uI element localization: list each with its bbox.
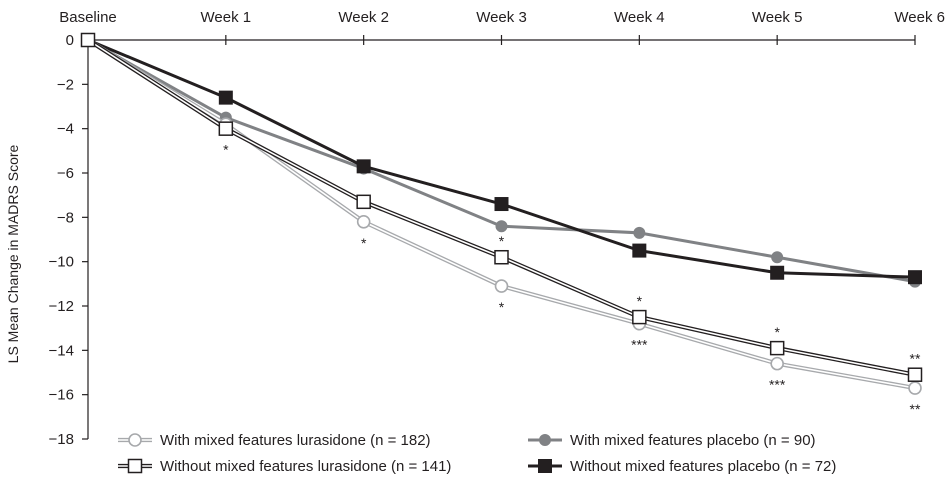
y-tick-label: −2 xyxy=(57,76,74,93)
data-point xyxy=(769,340,785,356)
x-tick-label: Week 3 xyxy=(476,9,527,26)
data-point xyxy=(908,270,922,285)
x-tick-label: Week 5 xyxy=(752,9,803,26)
series-0 xyxy=(81,33,922,395)
data-point xyxy=(494,249,509,265)
legend-label: With mixed features placebo (n = 90) xyxy=(570,432,816,449)
significance-label: * xyxy=(223,142,229,158)
x-tick-label: Baseline xyxy=(59,9,117,26)
data-point xyxy=(494,279,509,293)
y-tick-label: 0 xyxy=(66,32,74,49)
legend-label: Without mixed features lurasidone (n = 1… xyxy=(160,458,451,475)
data-point xyxy=(907,367,923,382)
top-axis: Baseline Week 1 Week 2 Week 3 Week 4 Week 5 We… xyxy=(59,9,945,45)
y-tick-label: −14 xyxy=(49,342,74,359)
y-tick-label: −16 xyxy=(49,387,74,404)
legend-label: Without mixed features placebo (n = 72) xyxy=(570,458,836,475)
significance-label: * xyxy=(499,299,505,315)
legend-item-3: Without mixed features placebo (n = 72) xyxy=(528,458,836,475)
significance-label: * xyxy=(361,235,367,251)
series-2 xyxy=(80,32,923,382)
legend-item-1: With mixed features placebo (n = 90) xyxy=(528,432,816,449)
legend-item-2: Without mixed features lurasidone (n = 1… xyxy=(118,458,451,475)
legend: With mixed features lurasidone (n = 182)… xyxy=(118,432,836,475)
data-point xyxy=(632,309,647,325)
data-point xyxy=(633,226,646,239)
x-tick-label: Week 4 xyxy=(614,9,665,26)
data-point xyxy=(356,159,371,174)
legend-swatch-marker xyxy=(128,433,142,447)
data-point xyxy=(494,197,509,212)
significance-label: * xyxy=(774,324,780,340)
x-tick-label: Week 1 xyxy=(201,9,252,26)
data-point xyxy=(770,265,785,280)
series-layer xyxy=(80,32,923,395)
y-tick-label: −8 xyxy=(57,209,74,226)
series-3 xyxy=(81,33,922,285)
significance-label: *** xyxy=(769,377,786,393)
y-tick-label: −10 xyxy=(49,254,74,271)
legend-swatch-marker xyxy=(127,458,143,474)
data-point xyxy=(632,243,647,258)
y-tick-label: −18 xyxy=(49,431,74,448)
y-tick-label: −4 xyxy=(57,121,74,138)
y-axis-title: LS Mean Change in MADRS Score xyxy=(5,144,21,363)
data-point xyxy=(771,251,784,264)
y-tick-label: −12 xyxy=(49,298,74,315)
data-point xyxy=(80,32,96,48)
legend-label: With mixed features lurasidone (n = 182) xyxy=(160,432,431,449)
legend-swatch-marker xyxy=(538,459,552,473)
data-point xyxy=(770,356,784,371)
significance-label: ** xyxy=(910,401,921,417)
x-tick-label: Week 6 xyxy=(894,9,945,26)
significance-label: *** xyxy=(631,337,648,353)
significance-label: ** xyxy=(910,351,921,367)
data-point xyxy=(356,194,371,210)
data-point xyxy=(495,220,508,233)
y-tick-label: −6 xyxy=(57,165,74,182)
data-point xyxy=(218,90,233,105)
annotation-layer: **************** xyxy=(223,142,921,417)
significance-label: * xyxy=(499,233,505,249)
data-point xyxy=(356,214,371,229)
x-tick-label: Week 2 xyxy=(338,9,389,26)
significance-label: * xyxy=(637,293,643,309)
legend-swatch-marker xyxy=(539,434,551,446)
legend-item-0: With mixed features lurasidone (n = 182) xyxy=(118,432,431,449)
data-point xyxy=(218,121,234,136)
data-point xyxy=(908,381,922,395)
left-axis: 0 −2 −4 −6 −8 −10 −12 −14 −16 −18 xyxy=(49,32,89,448)
